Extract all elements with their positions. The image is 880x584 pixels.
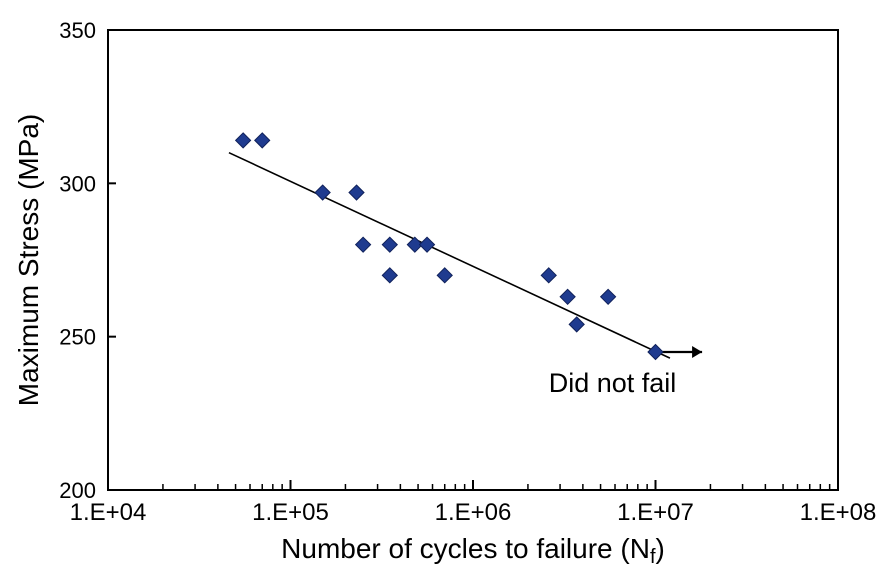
chart-svg: 2002503003501.E+041.E+051.E+061.E+071.E+… <box>0 0 880 584</box>
x-tick-label: 1.E+08 <box>800 499 877 526</box>
x-tick-label: 1.E+06 <box>435 499 512 526</box>
y-tick-label: 300 <box>59 171 96 196</box>
did-not-fail-label: Did not fail <box>549 368 677 398</box>
y-tick-label: 250 <box>59 325 96 350</box>
x-tick-label: 1.E+04 <box>70 499 147 526</box>
x-tick-label: 1.E+07 <box>617 499 694 526</box>
plot-area <box>108 30 838 490</box>
x-tick-label: 1.E+05 <box>252 499 329 526</box>
x-axis-label: Number of cycles to failure (Nf) <box>281 533 665 568</box>
sn-curve-chart: 2002503003501.E+041.E+051.E+061.E+071.E+… <box>0 0 880 584</box>
y-tick-label: 350 <box>59 18 96 43</box>
y-axis-label: Maximum Stress (MPa) <box>13 114 44 406</box>
